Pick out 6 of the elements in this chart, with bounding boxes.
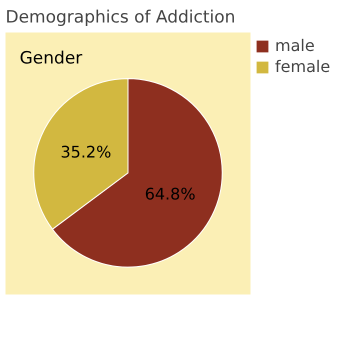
legend-label: male [275,36,315,55]
data-label: 35.2% [60,142,112,162]
legend-label: female [275,57,330,76]
data-label: 64.8% [144,184,196,204]
chart-title: Demographics of Addiction [6,8,236,28]
text: Gender [20,48,82,69]
